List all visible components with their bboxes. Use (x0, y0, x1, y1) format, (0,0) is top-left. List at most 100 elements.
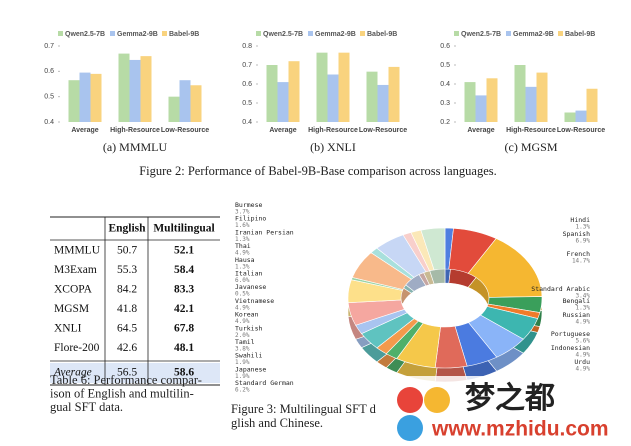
slice-value-label: 4.9% (576, 366, 591, 373)
bar (168, 96, 180, 122)
y-tick-label: 0.5 (44, 94, 54, 101)
bar (129, 59, 141, 122)
bar (377, 84, 389, 122)
bar (266, 65, 278, 122)
y-tick-label: 0.6 (242, 81, 252, 88)
slice-value-label: 1.6% (235, 222, 250, 229)
y-tick-label: 0.2 (440, 119, 450, 126)
table-cell: 67.8 (174, 323, 194, 335)
slice-label: Portuguese (551, 330, 590, 338)
y-tick-label: 0.7 (242, 62, 252, 69)
legend-label: Babel-9B (367, 31, 397, 38)
subcaption: (c) MGSM (505, 140, 558, 154)
slice-value-label: 3.8% (235, 346, 250, 353)
x-tick-label: High-Resource (506, 127, 556, 134)
bar (575, 110, 587, 122)
y-tick-label: 0.4 (44, 119, 54, 126)
table-caption: Table 6: Performance compar- (50, 373, 202, 387)
figure2-caption: Figure 2: Performance of Babel-9B-Base c… (139, 164, 497, 178)
table-caption: gual SFT data. (50, 400, 123, 414)
slice (420, 227, 446, 271)
x-tick-label: Low-Resource (557, 127, 605, 134)
slice-label: Spanish (563, 230, 590, 238)
slice-label: Indonesian (551, 344, 590, 352)
slice-value-label: 1.3% (576, 305, 591, 312)
table-header: Multilingual (153, 223, 214, 235)
slice-value-label: 4.9% (576, 319, 591, 326)
slice-value-label: 4.9% (235, 304, 250, 311)
y-tick-label: 0.3 (440, 100, 450, 107)
table-cell: 48.1 (174, 342, 194, 354)
slice-value-label: 1.9% (235, 373, 250, 380)
watermark-url: www.mzhidu.com (431, 418, 609, 441)
slice-value-label: 4.9% (235, 318, 250, 325)
bar (288, 61, 300, 122)
table-caption: ison of English and multilin- (50, 386, 194, 400)
bar (514, 65, 526, 122)
y-tick-label: 0.6 (44, 68, 54, 75)
x-tick-label: Average (269, 127, 296, 134)
slice-label: Javanese (235, 283, 266, 291)
bar (388, 66, 400, 122)
bar (525, 86, 537, 122)
bar (586, 88, 598, 122)
legend-label: Gemma2-9B (315, 31, 356, 38)
legend-label: Babel-9B (169, 31, 199, 38)
legend-label: Gemma2-9B (513, 31, 554, 38)
slice-label: Burmese (235, 201, 262, 209)
slice-label: Italian (235, 270, 262, 278)
bar (475, 95, 487, 122)
slice-label: Thai (235, 242, 251, 250)
table-cell: 42.1 (174, 303, 194, 315)
slice-value-label: 6.0% (235, 277, 250, 284)
bar (316, 52, 328, 122)
watermark-logo (424, 387, 450, 413)
table-average-cell: 56.5 (117, 367, 137, 379)
table-cell: 50.7 (117, 245, 137, 257)
bar (486, 78, 498, 122)
slice-label: Japanese (235, 365, 266, 373)
table-cell: 58.4 (174, 264, 194, 276)
bar (536, 72, 548, 122)
y-tick-label: 0.4 (440, 81, 450, 88)
slice-value-label: 2.0% (235, 332, 250, 339)
x-tick-label: High-Resource (110, 127, 160, 134)
table-cell: M3Exam (54, 264, 97, 276)
table-cell: XCOPA (54, 284, 93, 296)
table-cell: 83.3 (174, 284, 194, 296)
legend-swatch (256, 31, 261, 36)
x-tick-label: Average (71, 127, 98, 134)
slice-value-label: 1.9% (235, 359, 250, 366)
y-tick-label: 0.5 (242, 100, 252, 107)
table-average-cell: 58.6 (174, 367, 194, 379)
slice-label: Standard Arabic (531, 285, 590, 293)
legend-label: Qwen2.5-7B (461, 31, 501, 38)
slice-value-label: 1.3% (235, 236, 250, 243)
legend-swatch (162, 31, 167, 36)
slice-label: Swahili (235, 352, 262, 360)
slice-value-label: 5.6% (576, 338, 591, 345)
bar (90, 73, 102, 122)
legend-swatch (58, 31, 63, 36)
slice-label: Urdu (574, 358, 590, 366)
table-cell: Flore-200 (54, 342, 100, 354)
slice-value-label: 1.3% (576, 224, 591, 231)
x-tick-label: Average (467, 127, 494, 134)
bar (464, 82, 476, 122)
legend-label: Qwen2.5-7B (263, 31, 303, 38)
y-tick-label: 0.5 (440, 62, 450, 69)
slice-value-label: 14.7% (572, 258, 590, 265)
y-tick-label: 0.4 (242, 119, 252, 126)
slice-label: Vietnamese (235, 297, 274, 305)
slice-label: Turkish (235, 324, 262, 332)
bar (68, 80, 80, 122)
slice-label: Tamil (235, 338, 255, 346)
bar (366, 71, 378, 122)
legend-label: Gemma2-9B (117, 31, 158, 38)
table-header: English (108, 223, 146, 235)
watermark-logo (397, 415, 423, 441)
x-tick-label: Low-Resource (161, 127, 209, 134)
slice-label: Russian (563, 311, 590, 319)
